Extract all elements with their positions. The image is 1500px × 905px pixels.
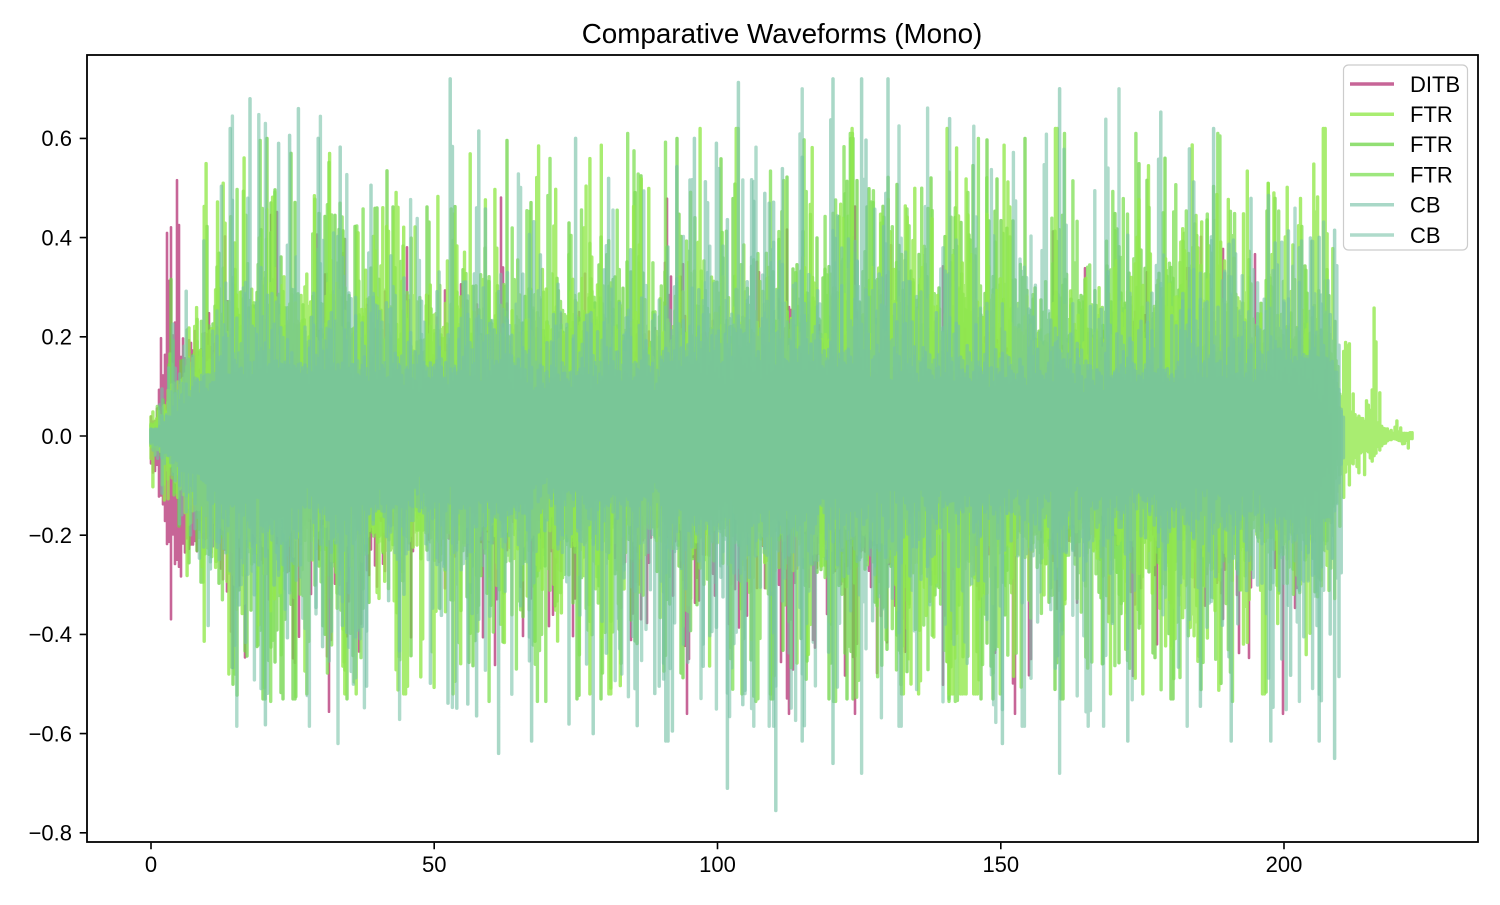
- svg-text:CB: CB: [1410, 223, 1441, 248]
- svg-text:Comparative Waveforms (Mono): Comparative Waveforms (Mono): [582, 18, 983, 49]
- svg-text:FTR: FTR: [1410, 102, 1453, 127]
- svg-text:0.4: 0.4: [41, 225, 72, 250]
- svg-text:150: 150: [982, 852, 1019, 877]
- svg-text:200: 200: [1266, 852, 1303, 877]
- svg-text:0: 0: [145, 852, 157, 877]
- svg-text:0.0: 0.0: [41, 424, 72, 449]
- svg-text:−0.2: −0.2: [29, 523, 72, 548]
- svg-text:0.6: 0.6: [41, 126, 72, 151]
- svg-text:FTR: FTR: [1410, 162, 1453, 187]
- svg-text:0.2: 0.2: [41, 325, 72, 350]
- svg-text:FTR: FTR: [1410, 132, 1453, 157]
- svg-text:−0.8: −0.8: [29, 821, 72, 846]
- svg-text:−0.4: −0.4: [29, 622, 72, 647]
- svg-text:50: 50: [422, 852, 446, 877]
- svg-text:100: 100: [699, 852, 736, 877]
- svg-text:DITB: DITB: [1410, 72, 1460, 97]
- svg-text:−0.6: −0.6: [29, 721, 72, 746]
- svg-text:CB: CB: [1410, 193, 1441, 218]
